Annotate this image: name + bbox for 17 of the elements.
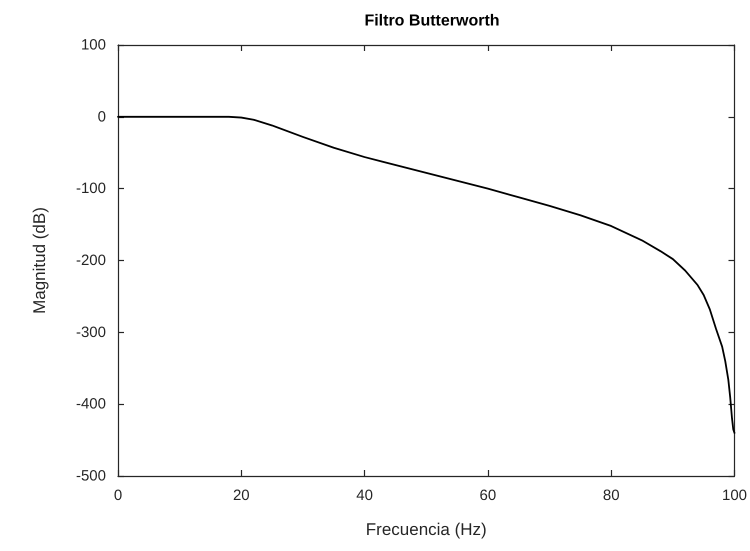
x-axis-title: Frecuencia (Hz) bbox=[366, 520, 487, 539]
x-tick-label: 60 bbox=[480, 487, 496, 504]
y-tick-label: 100 bbox=[80, 36, 106, 54]
x-tick-label: 0 bbox=[114, 487, 122, 504]
x-tick-label: 100 bbox=[722, 487, 747, 504]
y-tick-label: 0 bbox=[98, 108, 106, 126]
y-tick-label: -400 bbox=[76, 396, 106, 413]
y-tick-label: -200 bbox=[76, 252, 106, 269]
line-series bbox=[117, 116, 736, 434]
y-tick-label: -300 bbox=[76, 324, 106, 341]
y-tick-label: -100 bbox=[76, 180, 106, 198]
x-tick-label: 40 bbox=[356, 487, 373, 504]
x-tick-label: 20 bbox=[232, 487, 250, 504]
y-tick-label: -500 bbox=[76, 468, 106, 484]
x-tick-label: 80 bbox=[602, 487, 620, 504]
chart-title: Filtro Butterworth bbox=[364, 12, 500, 30]
y-axis-title: Magnitud (dB) bbox=[30, 207, 49, 314]
